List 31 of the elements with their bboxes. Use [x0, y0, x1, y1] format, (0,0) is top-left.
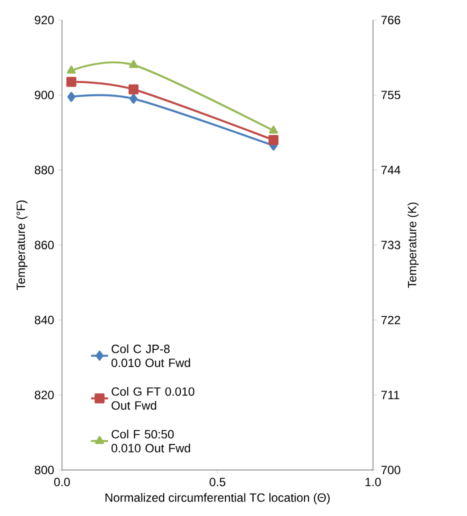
point	[128, 84, 139, 94]
y-tick-label: 900	[34, 90, 54, 100]
y2-axis-title: Temperature (K)	[408, 202, 419, 288]
point	[129, 60, 138, 68]
y-tick-label: 800	[34, 466, 54, 474]
x-tick-label: 0.0	[54, 478, 70, 486]
y-tick-label: 860	[34, 240, 54, 250]
x-tick-label: 0.5	[210, 478, 226, 486]
point	[66, 76, 76, 87]
legend-label: Col G FT 0.010 Out Fwd	[112, 387, 194, 410]
y-tick-label: 840	[34, 316, 54, 324]
y-tick-label: 880	[34, 166, 54, 174]
x-tick-label: 1.0	[366, 478, 381, 486]
y-tick-label: 820	[34, 390, 54, 400]
point	[66, 66, 76, 74]
point	[269, 126, 278, 134]
y-axis-title: Temperature (°F)	[16, 200, 28, 290]
y2-tick-label: 700	[381, 466, 400, 474]
y2-tick-label: 755	[381, 90, 400, 100]
point	[268, 135, 278, 145]
point	[67, 92, 76, 102]
y2-tick-label: 733	[381, 240, 400, 250]
legend-label: Col F 50:50 0.010 Out Fwd	[112, 430, 190, 452]
y2-tick-label: 766	[381, 16, 400, 24]
x-axis-title: Normalized circumferential TC location (Θ)	[106, 493, 330, 504]
y2-tick-label: 711	[381, 390, 400, 400]
y-tick-label: 920	[34, 16, 54, 24]
y2-tick-label: 744	[381, 166, 400, 174]
y2-tick-label: 722	[381, 316, 400, 324]
point	[130, 94, 138, 104]
legend-label: Col C JP-8 0.010 Out Fwd	[112, 344, 190, 368]
